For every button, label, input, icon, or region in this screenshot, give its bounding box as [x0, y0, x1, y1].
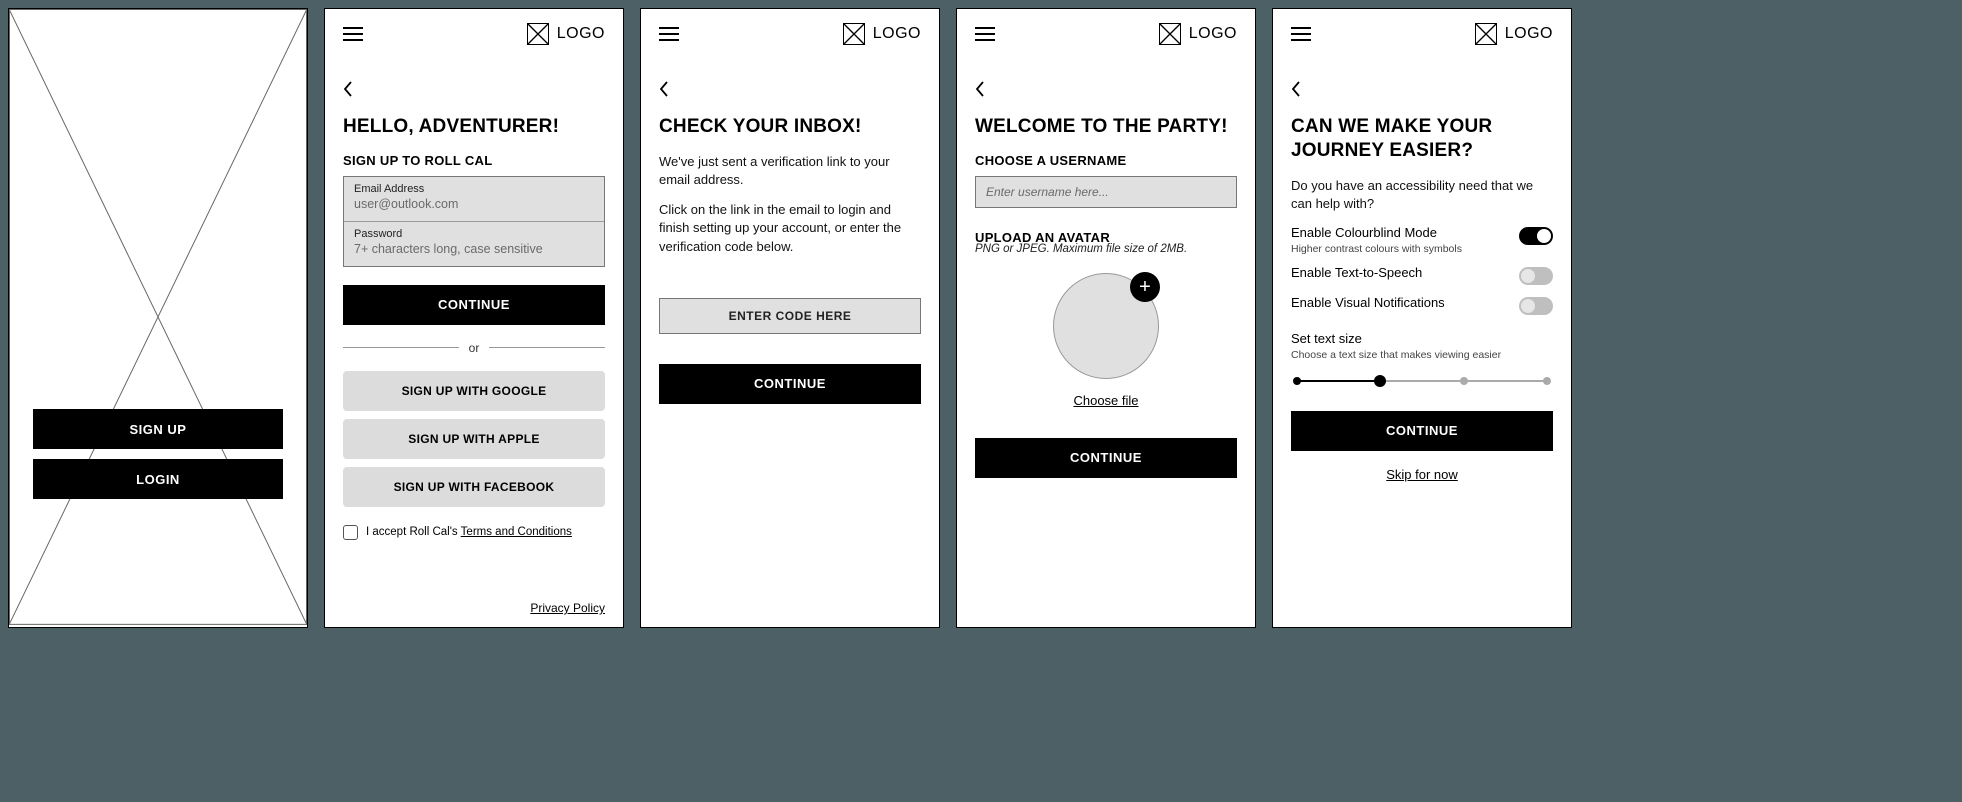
- verify-body-1: We've just sent a verification link to y…: [659, 153, 921, 189]
- header: LOGO: [325, 9, 623, 59]
- logo: LOGO: [843, 23, 921, 45]
- logo-icon: [843, 23, 865, 45]
- privacy-link[interactable]: Privacy Policy: [530, 601, 605, 615]
- logo: LOGO: [527, 23, 605, 45]
- logo: LOGO: [1159, 23, 1237, 45]
- signup-apple-button[interactable]: SIGN UP WITH APPLE: [343, 419, 605, 459]
- screen-signup: LOGO HELLO, ADVENTURER! SIGN UP TO ROLL …: [324, 8, 624, 628]
- verify-body-2: Click on the link in the email to login …: [659, 201, 921, 256]
- logo-text: LOGO: [1505, 25, 1553, 43]
- avatar-placeholder: +: [1053, 273, 1159, 379]
- back-icon[interactable]: [641, 79, 939, 101]
- page-title: HELLO, ADVENTURER!: [343, 115, 605, 139]
- verification-code-input[interactable]: ENTER CODE HERE: [659, 298, 921, 334]
- toggle-label: Enable Colourblind Mode: [1291, 225, 1462, 242]
- back-icon[interactable]: [957, 79, 1255, 101]
- toggle-label: Enable Visual Notifications: [1291, 295, 1445, 312]
- username-subtitle: CHOOSE A USERNAME: [975, 153, 1237, 168]
- menu-icon[interactable]: [975, 27, 995, 41]
- text-size-caption: Choose a text size that makes viewing ea…: [1291, 349, 1553, 361]
- toggle-tts[interactable]: [1519, 267, 1553, 285]
- logo-icon: [1159, 23, 1181, 45]
- skip-link[interactable]: Skip for now: [1291, 467, 1553, 482]
- menu-icon[interactable]: [343, 27, 363, 41]
- or-divider: or: [343, 341, 605, 355]
- toggle-row-colourblind: Enable Colourblind Mode Higher contrast …: [1291, 225, 1553, 255]
- terms-row: I accept Roll Cal's Terms and Conditions: [343, 525, 605, 540]
- logo-icon: [527, 23, 549, 45]
- email-placeholder: user@outlook.com: [354, 197, 594, 211]
- header: LOGO: [1273, 9, 1571, 59]
- continue-button[interactable]: CONTINUE: [659, 364, 921, 404]
- choose-file-link[interactable]: Choose file: [1073, 393, 1138, 408]
- avatar-caption: PNG or JPEG. Maximum file size of 2MB.: [975, 243, 1237, 255]
- terms-link[interactable]: Terms and Conditions: [461, 526, 572, 538]
- or-text: or: [469, 341, 480, 355]
- toggle-colourblind[interactable]: [1519, 227, 1553, 245]
- header: LOGO: [957, 9, 1255, 59]
- text-size-slider[interactable]: [1297, 375, 1547, 387]
- logo-text: LOGO: [557, 25, 605, 43]
- continue-button[interactable]: CONTINUE: [975, 438, 1237, 478]
- menu-icon[interactable]: [1291, 27, 1311, 41]
- password-field[interactable]: Password 7+ characters long, case sensit…: [344, 222, 604, 266]
- signup-form: Email Address user@outlook.com Password …: [343, 176, 605, 267]
- toggle-visual-notif[interactable]: [1519, 297, 1553, 315]
- screen-splash: SIGN UP LOGIN: [8, 8, 308, 628]
- screen-profile: LOGO WELCOME TO THE PARTY! CHOOSE A USER…: [956, 8, 1256, 628]
- screen-verify: LOGO CHECK YOUR INBOX! We've just sent a…: [640, 8, 940, 628]
- signup-google-button[interactable]: SIGN UP WITH GOOGLE: [343, 371, 605, 411]
- continue-button[interactable]: CONTINUE: [1291, 411, 1553, 451]
- login-button[interactable]: LOGIN: [33, 459, 283, 499]
- logo-text: LOGO: [873, 25, 921, 43]
- toggle-label: Enable Text-to-Speech: [1291, 265, 1422, 282]
- toggle-caption: Higher contrast colours with symbols: [1291, 243, 1462, 255]
- email-field[interactable]: Email Address user@outlook.com: [344, 177, 604, 222]
- back-icon[interactable]: [1273, 79, 1571, 101]
- back-icon[interactable]: [325, 79, 623, 101]
- screen-accessibility: LOGO CAN WE MAKE YOUR JOURNEY EASIER? Do…: [1272, 8, 1572, 628]
- logo-text: LOGO: [1189, 25, 1237, 43]
- placeholder-image-icon: [9, 9, 307, 625]
- signup-subtitle: SIGN UP TO ROLL CAL: [343, 153, 605, 168]
- signup-button[interactable]: SIGN UP: [33, 409, 283, 449]
- terms-checkbox[interactable]: [343, 525, 358, 540]
- page-title: WELCOME TO THE PARTY!: [975, 115, 1237, 139]
- signup-facebook-button[interactable]: SIGN UP WITH FACEBOOK: [343, 467, 605, 507]
- header: LOGO: [641, 9, 939, 59]
- email-label: Email Address: [354, 183, 594, 195]
- text-size-label: Set text size: [1291, 331, 1553, 348]
- continue-button[interactable]: CONTINUE: [343, 285, 605, 325]
- add-avatar-icon[interactable]: +: [1130, 272, 1160, 302]
- terms-text: I accept Roll Cal's Terms and Conditions: [366, 526, 572, 538]
- password-label: Password: [354, 228, 594, 240]
- logo-icon: [1475, 23, 1497, 45]
- menu-icon[interactable]: [659, 27, 679, 41]
- password-placeholder: 7+ characters long, case sensitive: [354, 242, 594, 256]
- toggle-row-visual-notif: Enable Visual Notifications: [1291, 295, 1553, 315]
- toggle-row-tts: Enable Text-to-Speech: [1291, 265, 1553, 285]
- accessibility-intro: Do you have an accessibility need that w…: [1291, 177, 1553, 213]
- page-title: CHECK YOUR INBOX!: [659, 115, 921, 139]
- logo: LOGO: [1475, 23, 1553, 45]
- page-title: CAN WE MAKE YOUR JOURNEY EASIER?: [1291, 115, 1553, 163]
- username-input[interactable]: Enter username here...: [975, 176, 1237, 208]
